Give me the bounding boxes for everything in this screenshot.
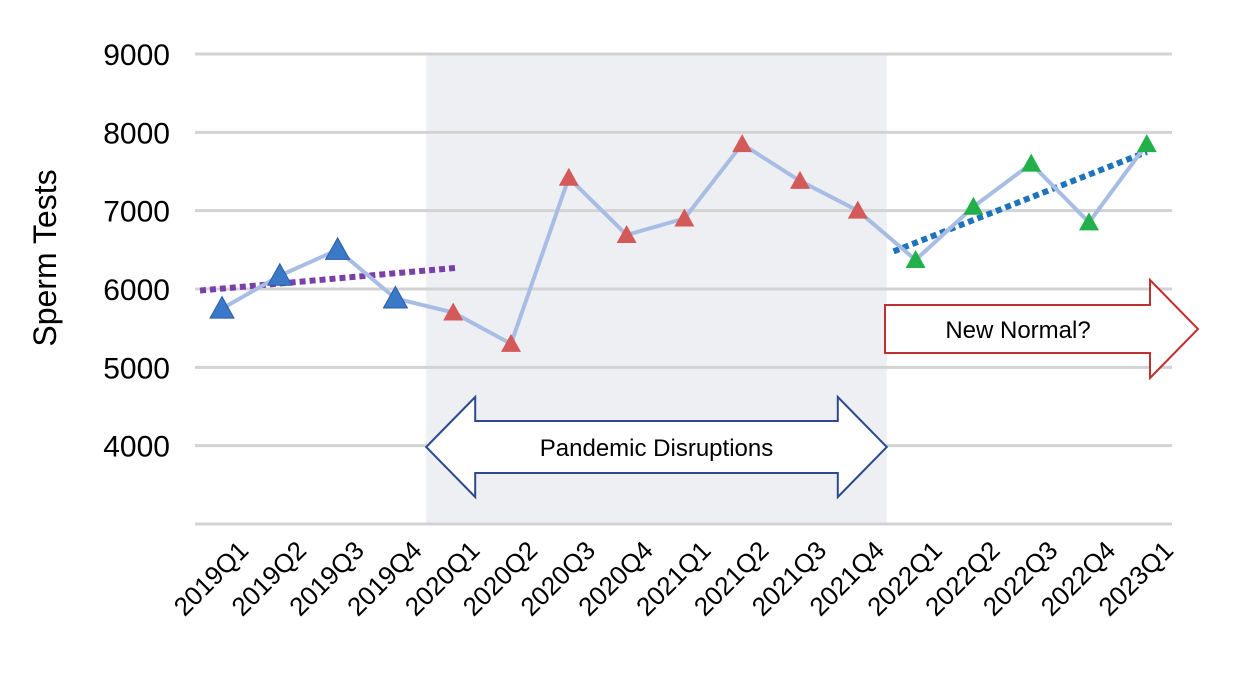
y-tick-6000: 6000: [103, 274, 170, 307]
marker-2019Q1: [209, 295, 235, 319]
new-normal-arrow-shape: [884, 277, 1200, 381]
marker-2021Q4: [847, 200, 868, 219]
y-tick-8000: 8000: [103, 117, 170, 150]
pandemic-disruptions-label: Pandemic Disruptions: [540, 435, 773, 462]
marker-2020Q3: [558, 167, 579, 186]
y-tick-labels: 4000 5000 6000 7000 8000 9000: [103, 39, 170, 464]
marker-2022Q4: [1079, 212, 1099, 231]
y-tick-5000: 5000: [103, 352, 170, 385]
marker-2020Q1: [443, 302, 464, 321]
marker-2019Q4: [382, 285, 409, 309]
y-tick-9000: 9000: [103, 39, 170, 72]
marker-2021Q3: [790, 170, 810, 189]
marker-2020Q4: [616, 224, 637, 243]
marker-2021Q2: [732, 134, 753, 153]
marker-2023Q1: [1136, 134, 1157, 153]
marker-2022Q3: [1021, 153, 1042, 172]
trend-line-2: [892, 149, 1148, 255]
marker-2022Q2: [963, 196, 984, 215]
marker-2022Q1: [905, 250, 926, 269]
new-normal-label: New Normal?: [945, 317, 1090, 344]
marker-2020Q2: [501, 333, 521, 352]
marker-2019Q2: [266, 262, 293, 286]
y-axis-label: Sperm Tests: [27, 169, 63, 346]
trend-lines: [199, 149, 1148, 294]
data-markers: [209, 134, 1157, 352]
x-tick-labels: 2019Q12019Q22019Q32019Q42020Q12020Q22020…: [168, 535, 1179, 622]
new-normal-arrow: New Normal?: [884, 277, 1200, 381]
marker-2021Q1: [674, 208, 695, 227]
marker-2019Q3: [324, 236, 351, 260]
grid: [195, 52, 1172, 526]
pandemic-disruptions-arrow: Pandemic Disruptions: [424, 394, 889, 500]
y-tick-4000: 4000: [103, 431, 170, 464]
pandemic-double-arrow-shape: [424, 394, 889, 500]
trend-line-1: [199, 264, 457, 294]
y-tick-7000: 7000: [103, 196, 170, 229]
